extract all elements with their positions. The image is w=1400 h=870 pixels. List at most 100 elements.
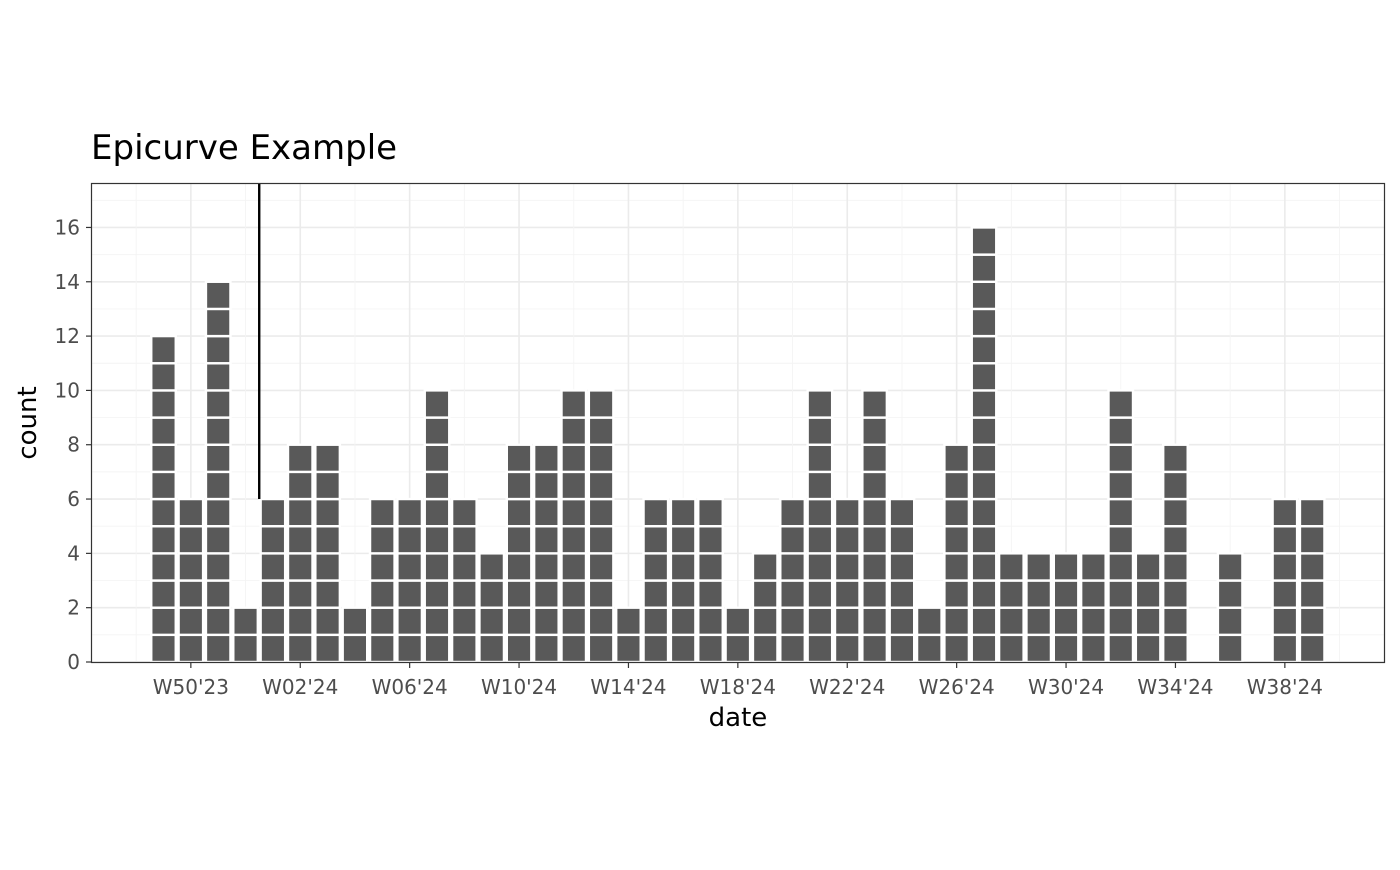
- bar-W38'24: [1271, 497, 1299, 664]
- case-tile: [177, 552, 205, 582]
- y-tick-label: 14: [55, 270, 80, 294]
- case-tile: [314, 443, 342, 474]
- y-tick-label: 2: [67, 596, 80, 620]
- x-tick-label: W10'24: [481, 675, 557, 699]
- bar-W21'24: [806, 389, 834, 664]
- case-tile: [1134, 606, 1162, 637]
- case-tile: [560, 416, 588, 446]
- case-tile: [150, 633, 177, 664]
- case-tile: [697, 606, 724, 637]
- case-tile: [423, 606, 451, 637]
- case-tile: [150, 525, 177, 555]
- case-tile: [888, 606, 916, 637]
- case-tile: [861, 470, 889, 501]
- case-tile: [396, 606, 424, 637]
- case-tile: [751, 579, 779, 609]
- case-tile: [396, 633, 424, 664]
- case-tile: [833, 497, 861, 528]
- case-tile: [232, 606, 260, 637]
- case-tile: [861, 443, 889, 474]
- case-tile: [806, 633, 834, 664]
- case-tile: [150, 497, 177, 528]
- case-tile: [970, 443, 998, 474]
- case-tile: [970, 470, 998, 501]
- case-tile: [505, 606, 533, 637]
- bar-W33'24: [1134, 552, 1162, 664]
- case-tile: [1271, 497, 1299, 528]
- case-tile: [997, 633, 1025, 664]
- case-tile: [1298, 552, 1326, 582]
- case-tile: [888, 525, 916, 555]
- case-tile: [1107, 552, 1135, 582]
- case-tile: [587, 579, 615, 609]
- bar-W05'24: [368, 497, 396, 664]
- case-tile: [560, 552, 588, 582]
- case-tile: [150, 334, 177, 365]
- case-tile: [423, 525, 451, 555]
- case-tile: [1052, 633, 1080, 664]
- case-tile: [532, 633, 560, 664]
- case-tile: [286, 633, 314, 664]
- case-tile: [259, 497, 287, 528]
- case-tile: [1134, 633, 1162, 664]
- x-tick-label: W26'24: [919, 675, 995, 699]
- bar-W25'24: [915, 606, 943, 664]
- case-tile: [368, 552, 396, 582]
- case-tile: [1271, 552, 1299, 582]
- case-tile: [970, 416, 998, 446]
- case-tile: [888, 579, 916, 609]
- case-tile: [587, 633, 615, 664]
- case-tile: [150, 362, 177, 392]
- bar-W17'24: [697, 497, 724, 664]
- case-tile: [1271, 525, 1299, 555]
- case-tile: [204, 579, 232, 609]
- case-tile: [1298, 497, 1326, 528]
- case-tile: [204, 470, 232, 501]
- case-tile: [286, 497, 314, 528]
- case-tile: [861, 416, 889, 446]
- case-tile: [1298, 525, 1326, 555]
- bar-W23'24: [861, 389, 889, 664]
- x-tick-label: W38'24: [1247, 675, 1323, 699]
- case-tile: [150, 389, 177, 419]
- case-tile: [861, 525, 889, 555]
- case-tile: [615, 606, 642, 637]
- case-tile: [943, 633, 971, 664]
- bar-W39'24: [1298, 497, 1326, 664]
- case-tile: [396, 552, 424, 582]
- case-tile: [396, 525, 424, 555]
- case-tile: [1107, 579, 1135, 609]
- case-tile: [724, 606, 752, 637]
- case-tile: [286, 579, 314, 609]
- case-tile: [861, 497, 889, 528]
- case-tile: [642, 579, 670, 609]
- case-tile: [861, 606, 889, 637]
- case-tile: [259, 633, 287, 664]
- case-tile: [1107, 525, 1135, 555]
- case-tile: [724, 633, 752, 664]
- case-tile: [177, 606, 205, 637]
- case-tile: [560, 470, 588, 501]
- case-tile: [587, 497, 615, 528]
- case-tile: [1079, 633, 1107, 664]
- case-tile: [587, 443, 615, 474]
- case-tile: [1161, 579, 1189, 609]
- case-tile: [1298, 633, 1326, 664]
- case-tile: [943, 497, 971, 528]
- case-tile: [560, 389, 588, 419]
- bar-W01'24: [259, 497, 287, 664]
- case-tile: [1161, 497, 1189, 528]
- case-tile: [970, 497, 998, 528]
- case-tile: [1107, 416, 1135, 446]
- case-tile: [478, 552, 506, 582]
- y-tick-label: 0: [67, 650, 80, 674]
- case-tile: [970, 307, 998, 338]
- case-tile: [1052, 552, 1080, 582]
- case-tile: [970, 280, 998, 311]
- case-tile: [943, 470, 971, 501]
- case-tile: [150, 552, 177, 582]
- case-tile: [888, 552, 916, 582]
- case-tile: [1161, 470, 1189, 501]
- case-tile: [779, 525, 806, 555]
